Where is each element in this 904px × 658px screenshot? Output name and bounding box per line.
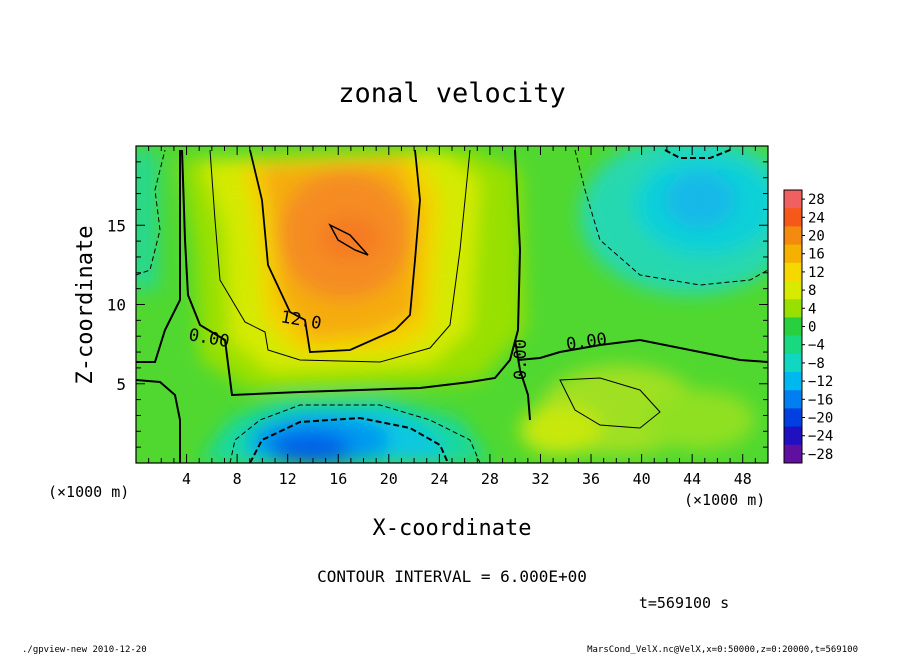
x-tick-label: 24: [430, 470, 448, 488]
x-unit-label-right: (×1000 m): [684, 491, 765, 509]
x-axis-title: X-coordinate: [373, 516, 532, 541]
colorbar-label: 12: [808, 265, 825, 281]
chart-title: zonal velocity: [338, 78, 566, 109]
colorbar-swatch: [784, 408, 802, 428]
colorbar-swatch: [784, 317, 802, 337]
colorbar-label: −12: [808, 374, 833, 390]
x-tick-label: 28: [481, 470, 499, 488]
contour-neg6-right: [574, 149, 768, 286]
contour-neg12-top: [664, 149, 731, 159]
contour-neg12-bottom: [249, 416, 449, 463]
contours: [136, 149, 768, 463]
contour-neg6-bottom: [229, 404, 481, 463]
colorbar-swatch: [784, 372, 802, 391]
x-tick-label: 16: [329, 470, 347, 488]
colorbar-label: −8: [808, 356, 825, 372]
x-tick-label: 36: [582, 470, 600, 488]
colorbar-swatch: [784, 281, 802, 300]
x-tick-label: 32: [531, 470, 549, 488]
field-blobs: [136, 146, 768, 463]
colorbar-swatch: [784, 262, 802, 282]
colorbar-swatch: [784, 208, 802, 227]
colorbar-swatch: [784, 244, 802, 264]
contour-zero-bottom: [136, 379, 181, 463]
footer-right: MarsCond_VelX.nc@VelX,x=0:50000,z=0:2000…: [587, 645, 858, 654]
colorbar-swatch: [784, 335, 802, 355]
colorbar-swatch: [784, 444, 802, 464]
colorbar-swatch: [784, 426, 802, 446]
colorbar: 28 24 20 16 12 8 4 0 −4 −8 −12 −16 −20 −24 −28: [783, 189, 833, 464]
contour-6: [209, 149, 471, 363]
contour-interval-label: CONTOUR INTERVAL = 6.000E+00: [317, 567, 587, 586]
x-tick-label: 8: [233, 470, 242, 488]
contour-neg6-left: [136, 149, 166, 276]
contour-zero-right: [517, 338, 768, 363]
colorbar-swatch: [784, 226, 802, 246]
colorbar-label: 28: [808, 192, 825, 208]
y-axis-title: Z-coordinate: [73, 226, 98, 385]
colorbar-label: 8: [808, 283, 816, 299]
colorbar-label: 20: [808, 229, 825, 245]
x-axis-ticks: 4 8 12 16 20 24 28 32 36 40 44 48: [148, 146, 756, 488]
x-tick-label: 40: [633, 470, 651, 488]
x-tick-label: 12: [279, 470, 297, 488]
colorbar-label: 4: [808, 301, 816, 317]
colorbar-swatch: [784, 390, 802, 409]
x-tick-label: 20: [380, 470, 398, 488]
colorbar-label: −4: [808, 338, 825, 354]
colorbar-swatch: [784, 190, 802, 209]
y-tick-label: 5: [116, 375, 126, 394]
colorbar-label: −28: [808, 447, 833, 463]
heatmap-field: 12.0 0.00 0.00 0.00: [136, 146, 768, 463]
contour-12: [249, 149, 421, 353]
contour-zero-left: [136, 150, 181, 363]
colorbar-swatch: [784, 353, 802, 373]
contour-zero-column: [514, 339, 531, 421]
colorbar-label: −16: [808, 392, 833, 408]
x-unit-label-left: (×1000 m): [48, 483, 129, 501]
x-tick-label: 4: [182, 470, 191, 488]
y-tick-label: 15: [107, 216, 126, 235]
contour-label-zero-column: 0.00: [511, 339, 531, 380]
y-tick-label: 10: [107, 296, 126, 315]
contour-6-right: [559, 377, 661, 429]
colorbar-label: 0: [808, 320, 816, 336]
x-tick-label: 44: [683, 470, 701, 488]
contour-18: [328, 223, 369, 256]
footer-left: ./gpview-new 2010-12-20: [22, 645, 147, 654]
contour-zero-main: [181, 149, 522, 397]
colorbar-label: 16: [808, 247, 825, 263]
colorbar-swatch: [784, 299, 802, 318]
y-axis-ticks: 5 10 15: [107, 161, 768, 448]
colorbar-label: 24: [808, 210, 825, 226]
colorbar-label: −20: [808, 411, 833, 427]
colorbar-label: −24: [808, 429, 833, 445]
time-label: t=569100 s: [639, 594, 729, 612]
x-tick-label: 48: [734, 470, 752, 488]
